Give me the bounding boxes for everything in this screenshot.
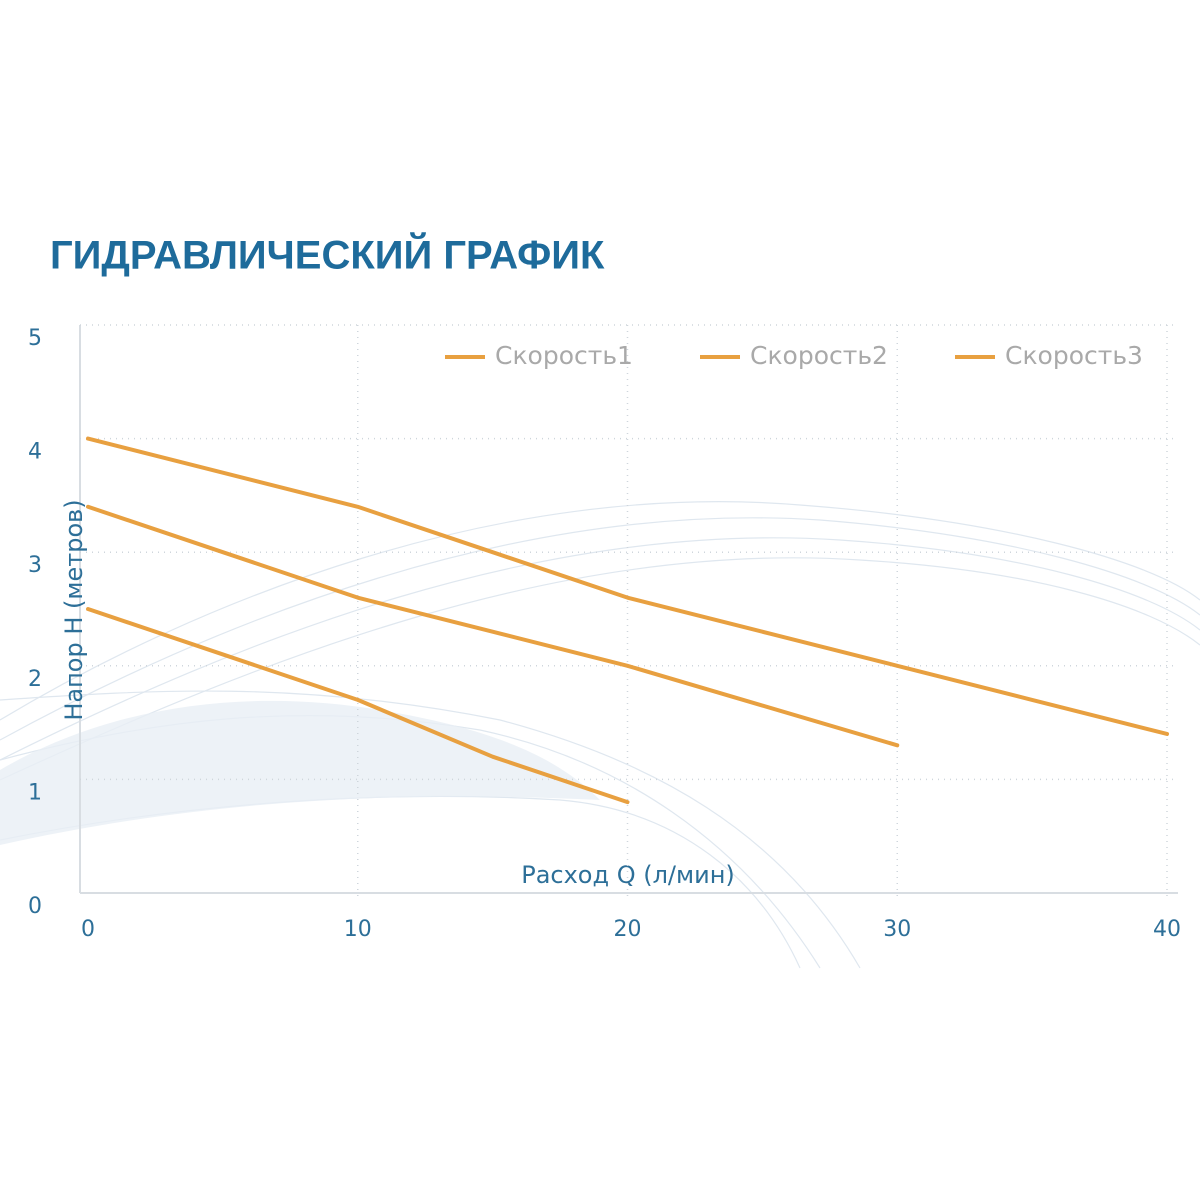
x-tick-label: 30 <box>883 917 911 942</box>
y-tick-label: 0 <box>28 894 42 919</box>
y-tick-label: 4 <box>28 440 42 465</box>
x-tick-label: 20 <box>614 917 642 942</box>
y-tick-label: 2 <box>28 667 42 692</box>
chart-title: ГИДРАВЛИЧЕСКИЙ ГРАФИК <box>50 232 605 278</box>
x-tick-label: 40 <box>1153 917 1181 942</box>
y-tick-label: 3 <box>28 553 42 578</box>
x-tick-label: 0 <box>81 917 95 942</box>
line-series <box>86 436 1169 736</box>
line-series <box>86 607 630 805</box>
y-tick-label: 5 <box>28 326 42 351</box>
legend-label: Скорость2 <box>750 341 888 370</box>
x-tick-label: 10 <box>344 917 372 942</box>
y-axis-label: Напор Н (метров) <box>60 499 88 720</box>
line-series <box>86 504 900 748</box>
legend-label: Скорость1 <box>495 341 633 370</box>
y-tick-label: 1 <box>28 780 42 805</box>
legend-label: Скорость3 <box>1005 341 1143 370</box>
